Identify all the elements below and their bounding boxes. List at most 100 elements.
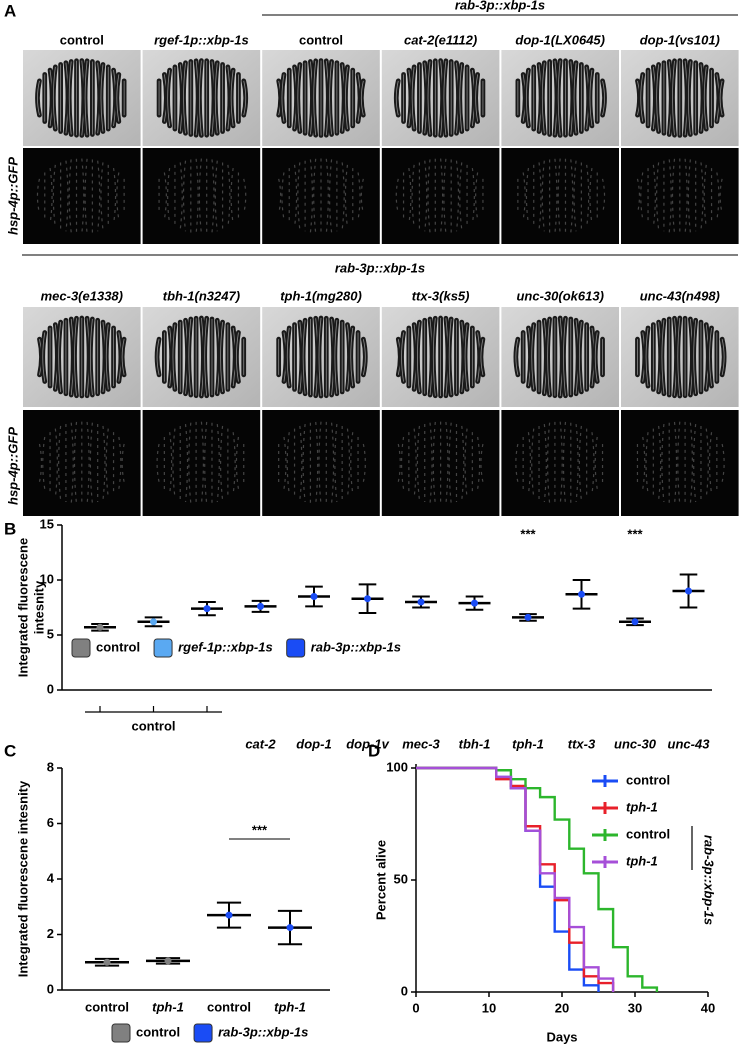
- worm: [188, 318, 192, 396]
- mean-sd: [85, 957, 129, 967]
- worm: [671, 158, 676, 234]
- micrograph: [381, 307, 500, 407]
- worm: [97, 160, 101, 232]
- column-label: unc-43(n498): [640, 288, 720, 303]
- worm: [58, 425, 62, 501]
- worm: [84, 60, 88, 136]
- worm: [84, 158, 88, 234]
- y-axis-title: intesnity: [31, 580, 46, 634]
- worm: [688, 61, 691, 135]
- mean-sd: [512, 613, 544, 622]
- column-label: control: [299, 32, 343, 47]
- column-label: cat-2(e1112): [404, 32, 477, 47]
- worm: [230, 168, 234, 224]
- worm: [102, 425, 106, 501]
- x-tick-label: unc-43: [668, 736, 711, 751]
- worm: [329, 61, 332, 135]
- worm: [90, 318, 93, 396]
- x-tick-label: cat-2: [245, 736, 276, 751]
- worm: [475, 172, 479, 220]
- legend-label: rgef-1p::xbp-1s: [178, 639, 273, 654]
- row-label: hsp-4p::GFP: [5, 157, 20, 235]
- y-axis-title: Percent alive: [373, 840, 388, 920]
- worm: [677, 317, 681, 397]
- survival-line: [416, 766, 600, 992]
- worm: [443, 60, 447, 136]
- worm: [547, 318, 551, 396]
- column-label: mec-3(e1338): [41, 288, 123, 303]
- micrograph: [142, 410, 261, 516]
- mean-sd: [191, 601, 223, 617]
- legend-label: rab-3p::xbp-1s: [311, 639, 401, 654]
- worm: [299, 425, 303, 501]
- worm: [188, 422, 192, 504]
- worm: [652, 164, 656, 228]
- micrograph-bg: [142, 148, 261, 244]
- micrograph-bg: [621, 410, 739, 516]
- mean-dot: [164, 957, 172, 965]
- worm: [557, 60, 561, 136]
- worm: [570, 159, 574, 233]
- micrograph: [142, 148, 261, 244]
- column-label: rgef-1p::xbp-1s: [154, 32, 249, 47]
- y-tick-label: 10: [40, 571, 54, 586]
- mean-dot: [685, 587, 692, 595]
- worm: [547, 422, 551, 504]
- worm: [183, 62, 186, 134]
- mean-dot: [150, 618, 157, 626]
- worm: [73, 421, 78, 505]
- worm: [543, 423, 547, 503]
- worm: [471, 168, 475, 224]
- worm: [395, 80, 399, 116]
- worm: [313, 60, 317, 136]
- legend-label: control: [626, 772, 670, 787]
- x-tick-label: 10: [482, 1000, 496, 1015]
- worm: [344, 164, 349, 228]
- micrograph-bg: [501, 148, 619, 244]
- mean-sd: [405, 595, 437, 609]
- micrograph: [501, 410, 619, 516]
- worm: [661, 423, 665, 503]
- worm: [578, 322, 582, 392]
- mean-sd: [207, 901, 251, 929]
- mean-sd: [137, 616, 170, 628]
- worm: [302, 423, 306, 503]
- x-tick-label: dop-1v: [346, 736, 389, 751]
- worm: [100, 64, 104, 132]
- worm: [475, 74, 479, 122]
- micrograph: [621, 50, 739, 146]
- worm: [677, 421, 681, 505]
- legend-label: control: [626, 826, 670, 841]
- survival-line: [416, 766, 659, 992]
- legend-label: tph-1: [626, 853, 658, 868]
- worm: [573, 62, 577, 134]
- x-tick-label: tph-1: [274, 999, 306, 1014]
- micrograph: [621, 307, 739, 407]
- y-tick-label: 0: [47, 681, 54, 696]
- worm: [522, 172, 526, 220]
- micrograph: [501, 50, 619, 146]
- mean-dot: [364, 595, 371, 603]
- worm: [309, 159, 313, 233]
- worm: [172, 324, 176, 390]
- worm: [293, 164, 298, 228]
- worm: [167, 168, 171, 224]
- y-tick-label: 6: [47, 815, 54, 830]
- worm: [167, 70, 171, 126]
- worm: [429, 422, 433, 504]
- worm: [461, 425, 465, 501]
- micrograph: [23, 50, 141, 146]
- worm: [656, 64, 660, 132]
- worm: [525, 168, 530, 224]
- column-label: dop-1(LX0645): [515, 32, 605, 47]
- worm: [448, 318, 452, 396]
- worm: [687, 159, 691, 233]
- worm: [693, 423, 697, 503]
- row-label: hsp-4p::GFP: [5, 427, 20, 505]
- mean-dot: [631, 618, 639, 626]
- micrograph: [142, 50, 261, 146]
- mean-sd: [565, 579, 598, 610]
- x-tick-label: 20: [555, 1000, 569, 1015]
- x-tick-label: tph-1: [512, 736, 544, 751]
- worm: [318, 317, 322, 397]
